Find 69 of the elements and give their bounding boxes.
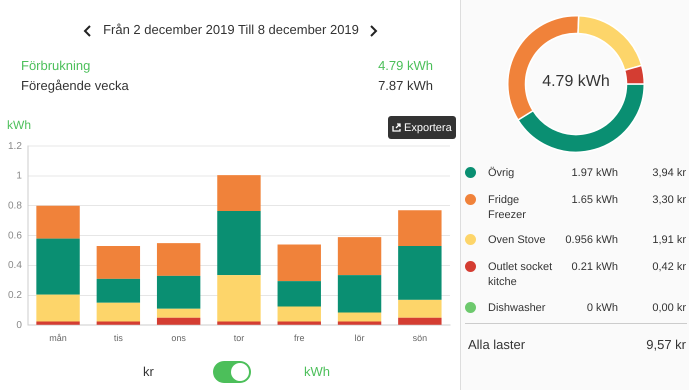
bar (36, 238, 80, 295)
bar (398, 210, 442, 246)
legend-label: Övrig (488, 166, 516, 181)
bar (338, 321, 382, 325)
bar (217, 210, 261, 276)
bar (96, 302, 140, 322)
legend-label: Oven Stove (488, 233, 546, 248)
y-tick-label: 1 (16, 170, 22, 182)
x-tick-label: tis (114, 333, 124, 344)
text: 7.87 kWh (378, 78, 433, 93)
bar (338, 237, 382, 276)
x-tick-label: fre (294, 333, 305, 344)
bar (217, 275, 261, 322)
bar (156, 243, 200, 276)
bar (36, 294, 80, 322)
bar (338, 275, 382, 313)
chart-title: Från 2 december 2019 Till 8 december 2019 (102, 22, 360, 37)
text: 3,94 kr (652, 166, 686, 181)
text: Föregående vecka (21, 78, 129, 93)
text: kWh (304, 364, 330, 379)
bar (398, 300, 442, 318)
text: Alla laster (468, 337, 526, 352)
x-tick-label: lör (354, 333, 365, 344)
bar (156, 308, 200, 318)
data-label: 1.97 kWh (572, 166, 618, 181)
y-axis-title: kWh (7, 118, 31, 132)
text: Förbrukning (21, 58, 90, 73)
x-tick-label: sön (412, 333, 428, 344)
bar (398, 246, 442, 300)
text: 4.79 kWh (378, 58, 433, 73)
bar (96, 321, 140, 325)
bar (398, 318, 442, 325)
bar (36, 321, 80, 325)
text: 4.79 kWh (541, 73, 611, 91)
bar (278, 321, 321, 325)
x-tick-label: mån (49, 333, 67, 344)
bar (278, 244, 321, 282)
y-tick-label: 1.2 (8, 140, 22, 152)
text: 1,91 kr (652, 233, 686, 248)
bar (156, 276, 200, 309)
bar (36, 206, 80, 239)
legend-label: Fridge Freezer (488, 193, 527, 223)
text: kr (143, 364, 154, 379)
text: 3,30 kr (652, 193, 686, 208)
bar (96, 246, 140, 279)
y-tick-label: 0 (16, 320, 22, 331)
text: 9,57 kr (646, 337, 686, 352)
text: 0,00 kr (652, 301, 686, 316)
data-label: 1.65 kWh (572, 193, 618, 208)
bar (278, 306, 321, 322)
bar (338, 312, 382, 322)
bar (217, 321, 261, 325)
x-tick-label: ons (171, 333, 186, 344)
bar (156, 318, 200, 325)
text: Exportera (404, 122, 452, 134)
x-tick-label: tor (234, 333, 244, 344)
data-label: 0.956 kWh (565, 233, 618, 248)
bar (278, 281, 321, 307)
text: 0,42 kr (652, 260, 686, 275)
y-tick-label: 0.8 (8, 200, 22, 212)
data-label: 0.21 kWh (572, 260, 618, 275)
y-tick-label: 0.4 (8, 260, 22, 272)
bar (96, 278, 140, 303)
text: 0 kWh (586, 302, 618, 314)
legend-label: Outlet socket kitche (488, 260, 554, 290)
legend-label: Dishwasher (488, 301, 546, 316)
y-tick-label: 0.2 (8, 290, 22, 302)
bar (217, 175, 261, 211)
y-tick-label: 0.6 (8, 230, 22, 242)
